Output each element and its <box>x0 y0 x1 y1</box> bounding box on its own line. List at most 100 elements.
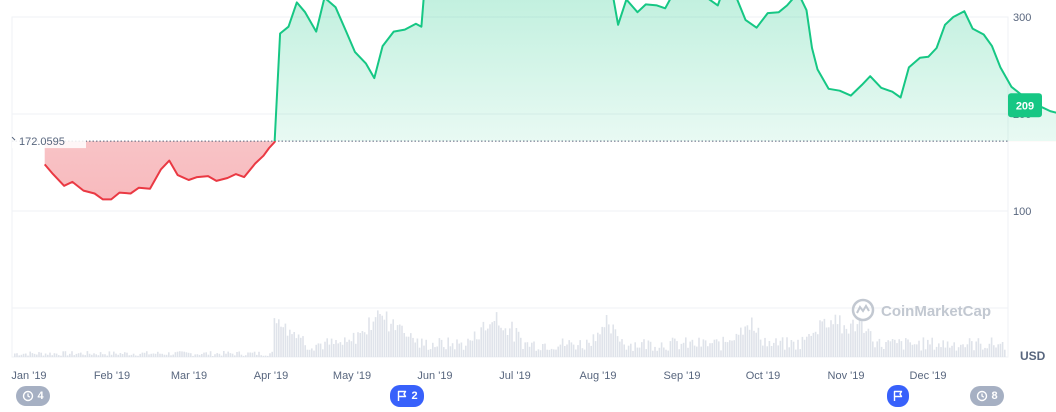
reference-price-text: 172.0595 <box>19 136 65 148</box>
volume-bar <box>526 342 529 357</box>
volume-bar <box>238 351 240 357</box>
volume-bar <box>647 340 650 357</box>
volume-bar <box>40 352 42 357</box>
volume-bar <box>25 353 27 357</box>
volume-bar <box>493 321 496 357</box>
volume-bar <box>300 337 302 357</box>
volume-bar <box>806 336 808 357</box>
x-tick-label: Feb '19 <box>94 370 130 382</box>
volume-bar <box>194 354 196 357</box>
volume-bar <box>368 317 370 357</box>
volume-bar <box>707 346 709 357</box>
volume-bar <box>124 352 126 357</box>
volume-bar <box>539 350 542 357</box>
volume-bar <box>841 333 843 357</box>
volume-bar <box>97 355 100 357</box>
volume-bar <box>880 346 883 357</box>
volume-bar <box>740 327 742 357</box>
volume-bar <box>711 343 713 357</box>
volume-bar <box>440 339 443 357</box>
volume-bar <box>572 344 575 357</box>
volume-bar <box>630 343 632 357</box>
volume-bar <box>170 355 172 357</box>
volume-bar <box>528 346 531 357</box>
volume-bar <box>953 342 955 357</box>
volume-bar <box>667 350 669 357</box>
volume-bar <box>108 351 111 357</box>
volume-bar <box>304 345 306 357</box>
volume-bar <box>990 337 993 357</box>
volume-bar <box>832 324 834 357</box>
volume-bar <box>66 355 69 357</box>
volume-bar <box>363 332 366 357</box>
volume-bar <box>361 331 364 357</box>
volume-bar <box>561 338 564 357</box>
volume-bar <box>49 352 51 357</box>
volume-bar <box>674 338 676 357</box>
volume-bar <box>214 354 216 357</box>
volume-bar <box>665 349 667 357</box>
volume-bar <box>161 353 163 357</box>
volume-bar <box>678 349 680 357</box>
volume-bar <box>73 355 75 357</box>
volume-bar <box>159 353 161 357</box>
volume-bar <box>759 339 762 357</box>
event-flag-badge-jun[interactable]: 2 <box>390 385 424 407</box>
volume-bar <box>889 341 892 357</box>
x-tick-label: Mar '19 <box>171 370 207 382</box>
upcoming-events-badge[interactable]: 8 <box>970 386 1004 406</box>
volume-bar <box>911 344 914 357</box>
volume-bar <box>597 332 599 357</box>
volume-bar <box>784 349 786 357</box>
volume-bar <box>537 349 540 357</box>
volume-bar <box>333 344 335 357</box>
volume-bar <box>946 341 949 357</box>
volume-bar <box>568 340 570 357</box>
volume-bar <box>60 355 62 357</box>
volume-bar <box>183 351 185 357</box>
volume-bar <box>187 352 190 357</box>
volume-bar <box>942 340 944 357</box>
volume-bar <box>823 318 826 357</box>
volume-bar <box>924 349 927 357</box>
volume-bar <box>610 333 612 357</box>
volume-bar <box>803 339 806 357</box>
volume-bar <box>223 351 225 357</box>
volume-bar <box>396 325 399 357</box>
volume-bar <box>656 350 658 357</box>
reference-price-label: 172.0595 <box>11 134 86 149</box>
volume-bar <box>696 346 698 357</box>
volume-bar <box>495 312 498 357</box>
volume-bar <box>47 354 49 357</box>
volume-bar <box>355 343 357 357</box>
volume-bar <box>517 331 520 357</box>
volume-bar <box>867 328 870 357</box>
volume-bar <box>165 354 168 357</box>
volume-bar <box>588 342 590 357</box>
volume-bar <box>515 328 518 357</box>
volume-bar <box>271 351 273 357</box>
volume-bar <box>31 353 34 357</box>
volume-bar <box>698 337 700 357</box>
volume-bar <box>480 327 482 357</box>
volume-bar <box>645 349 647 357</box>
event-flag-badge-dec[interactable] <box>887 385 909 407</box>
history-events-badge[interactable]: 4 <box>16 386 50 406</box>
y-tick-label: 100 <box>1013 206 1031 218</box>
volume-bar <box>839 315 841 357</box>
volume-bar <box>709 343 711 357</box>
volume-bar <box>93 353 95 357</box>
volume-bar <box>403 333 405 357</box>
volume-bar <box>577 345 579 357</box>
volume-bar <box>975 341 977 357</box>
volume-bar <box>143 352 146 357</box>
volume-bar <box>330 338 333 357</box>
volume-bar <box>245 355 247 357</box>
volume-bar <box>874 347 876 357</box>
volume-bar <box>231 353 234 357</box>
volume-bar <box>291 334 293 357</box>
y-tick-label: 300 <box>1013 12 1031 24</box>
x-tick-label: Jun '19 <box>417 370 452 382</box>
volume-bar <box>502 330 504 357</box>
